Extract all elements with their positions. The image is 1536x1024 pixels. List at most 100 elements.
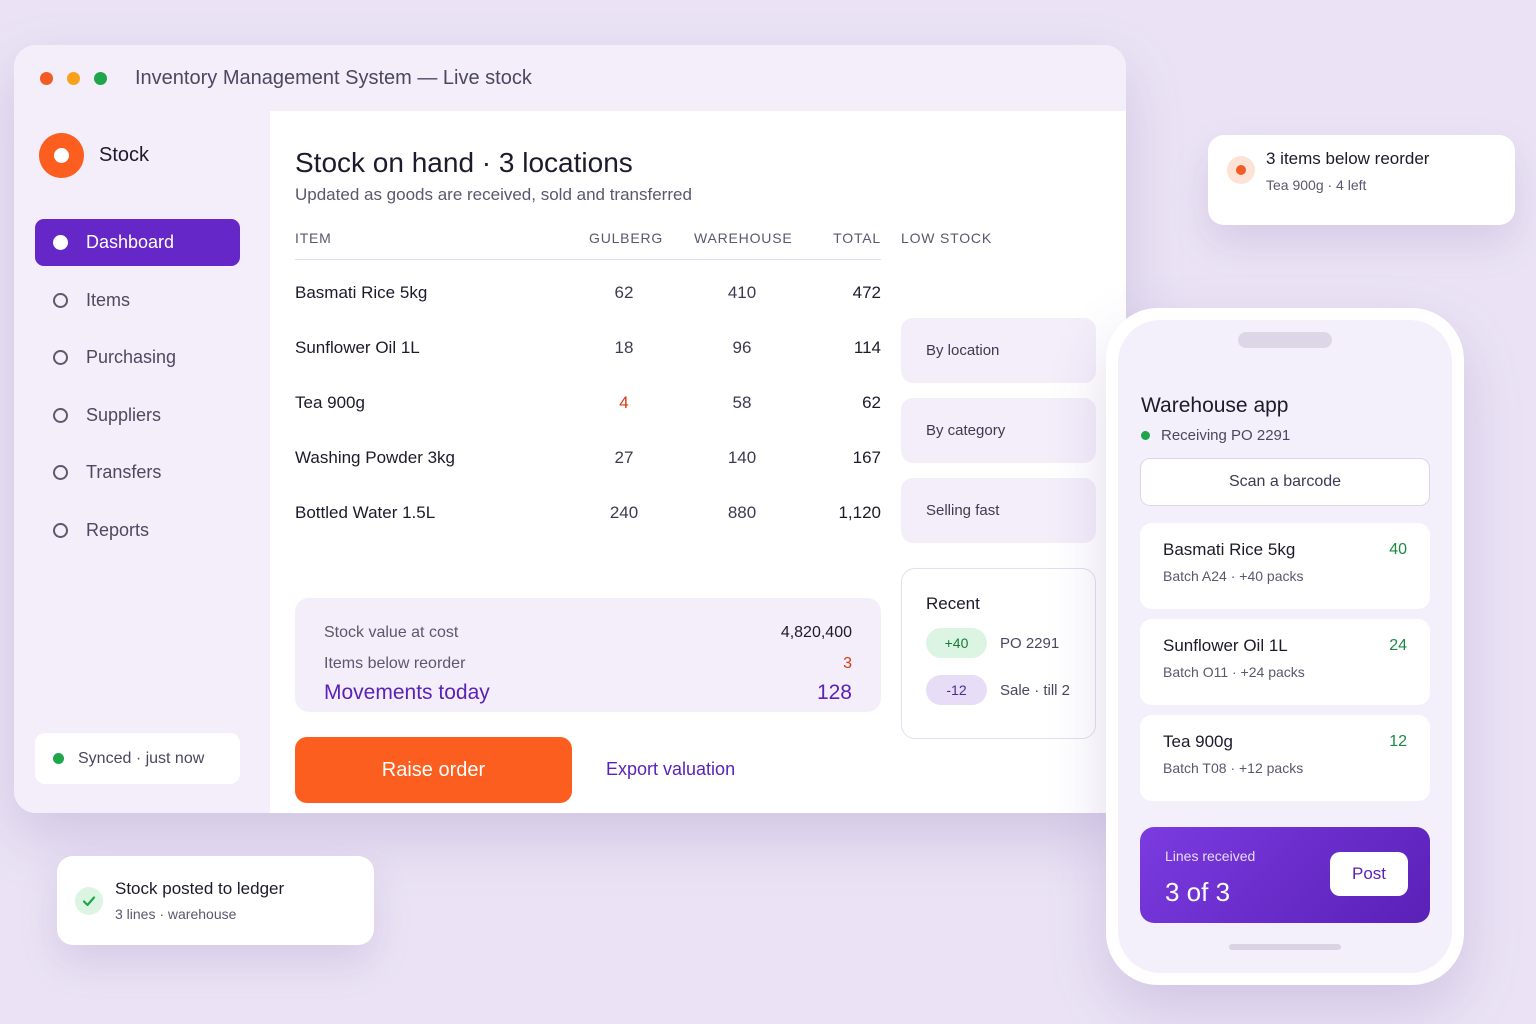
raise-order-button[interactable]: Raise order	[295, 737, 572, 803]
maximize-window-button[interactable]	[94, 71, 107, 85]
sidebar-item-label: Purchasing	[86, 347, 177, 367]
summary-value: 3	[843, 655, 852, 672]
column-header-total: TOTAL	[833, 230, 881, 246]
list-item[interactable]: Basmati Rice 5kg Batch A24 · +40 packs 4…	[1140, 523, 1430, 609]
nav-circle-icon	[53, 350, 68, 365]
post-button[interactable]: Post	[1330, 852, 1408, 896]
table-row[interactable]: Bottled Water 1.5L 240 880 1,120	[295, 487, 881, 542]
minimize-window-button[interactable]	[67, 71, 80, 85]
sync-status-text: Synced · just now	[78, 749, 205, 767]
brand: Stock	[39, 133, 149, 178]
sidebar-item-label: Reports	[86, 519, 150, 540]
table-row[interactable]: Washing Powder 3kg 27 140 167	[295, 432, 881, 487]
summary-movements: Movements today 128	[324, 681, 852, 705]
close-window-button[interactable]	[40, 71, 53, 85]
qty-warehouse: 58	[732, 393, 752, 412]
sidebar-item-suppliers[interactable]: Suppliers	[35, 392, 240, 439]
sidebar-item-transfers[interactable]: Transfers	[35, 449, 240, 496]
delta-badge: +40	[926, 628, 987, 658]
nav-dot-icon	[53, 235, 68, 250]
page-subtitle: Updated as goods are received, sold and …	[295, 185, 692, 204]
main-content: Stock on hand · 3 locations Updated as g…	[270, 111, 1126, 813]
column-header-item: ITEM	[295, 230, 332, 246]
movement-text: PO 2291	[1000, 634, 1060, 652]
sidebar: Stock Dashboard Items Purchasing Supplie…	[14, 111, 270, 813]
phone-frame: Warehouse app Receiving PO 2291 Scan a b…	[1106, 308, 1464, 985]
qty-warehouse: 410	[727, 283, 757, 302]
sidebar-item-label: Items	[86, 289, 131, 310]
list-item[interactable]: +40 PO 2291	[926, 628, 1059, 658]
qty-warehouse: 96	[732, 338, 752, 357]
ledger-notification[interactable]: Stock posted to ledger 3 lines · warehou…	[57, 856, 374, 945]
notification-subtitle: 3 lines · warehouse	[115, 906, 237, 922]
delta-badge: -12	[926, 675, 987, 705]
check-icon	[75, 887, 103, 915]
notification-title: Stock posted to ledger	[115, 879, 285, 898]
stock-summary: Stock value at cost 4,820,400 Items belo…	[295, 598, 881, 712]
filter-by-category[interactable]: By category	[901, 398, 1096, 463]
sidebar-item-label: Transfers	[86, 462, 162, 482]
recent-title: Recent	[926, 594, 980, 613]
lines-received-panel: Lines received 3 of 3 Post	[1140, 827, 1430, 923]
receiving-status-text: Receiving PO 2291	[1161, 427, 1291, 444]
app-window: Inventory Management System — Live stock…	[14, 45, 1126, 813]
table-header: ITEM GULBERG WAREHOUSE TOTAL	[295, 228, 881, 260]
card-batch-detail: Batch A24 · +40 packs	[1163, 568, 1304, 584]
scan-barcode-button[interactable]: Scan a barcode	[1140, 458, 1430, 506]
qty-total: 472	[852, 283, 881, 302]
sidebar-item-label: Dashboard	[86, 232, 175, 252]
qty-gulberg: 27	[614, 448, 634, 467]
list-item[interactable]: -12 Sale · till 2	[926, 675, 1070, 705]
status-dot-icon	[53, 753, 64, 764]
item-name: Sunflower Oil 1L	[295, 338, 420, 357]
qty-gulberg: 62	[614, 283, 634, 302]
movement-text: Sale · till 2	[1000, 681, 1071, 699]
sidebar-item-items[interactable]: Items	[35, 277, 240, 324]
qty-gulberg: 18	[614, 338, 634, 357]
sidebar-item-purchasing[interactable]: Purchasing	[35, 334, 240, 381]
qty-total: 114	[853, 338, 881, 357]
title-bar: Inventory Management System — Live stock	[14, 45, 1126, 111]
table-row[interactable]: Tea 900g 4 58 62	[295, 377, 881, 432]
export-valuation-link[interactable]: Export valuation	[606, 759, 736, 779]
card-batch-detail: Batch T08 · +12 packs	[1163, 760, 1304, 776]
nav-circle-icon	[53, 465, 68, 480]
card-qty: 40	[1389, 541, 1407, 558]
item-name: Basmati Rice 5kg	[295, 283, 428, 302]
card-qty: 12	[1389, 733, 1407, 750]
sidebar-item-reports[interactable]: Reports	[35, 507, 240, 554]
brand-logo-icon	[39, 133, 84, 178]
qty-gulberg: 240	[609, 503, 639, 522]
alert-dot-icon	[1227, 156, 1255, 184]
phone-screen: Warehouse app Receiving PO 2291 Scan a b…	[1118, 320, 1452, 973]
qty-gulberg-low: 4	[619, 393, 629, 412]
list-item[interactable]: Sunflower Oil 1L Batch O11 · +24 packs 2…	[1140, 619, 1430, 705]
sidebar-item-dashboard[interactable]: Dashboard	[35, 219, 240, 266]
summary-value: 128	[816, 681, 852, 704]
home-indicator[interactable]	[1229, 944, 1341, 950]
card-item-name: Sunflower Oil 1L	[1163, 636, 1288, 655]
qty-warehouse: 140	[727, 448, 757, 467]
notification-subtitle: Tea 900g · 4 left	[1266, 177, 1367, 193]
sidebar-nav: Dashboard Items Purchasing Suppliers Tra…	[35, 219, 240, 564]
filter-by-location[interactable]: By location	[901, 318, 1096, 383]
summary-below-reorder: Items below reorder 3	[324, 655, 852, 673]
table-row[interactable]: Sunflower Oil 1L 18 96 114	[295, 322, 881, 377]
item-name: Bottled Water 1.5L	[295, 503, 436, 522]
nav-circle-icon	[53, 407, 68, 423]
sync-status: Synced · just now	[35, 733, 240, 784]
qty-warehouse: 880	[727, 503, 757, 522]
reorder-notification[interactable]: 3 items below reorder Tea 900g · 4 left	[1208, 135, 1515, 225]
card-item-name: Basmati Rice 5kg	[1163, 540, 1296, 559]
table-row[interactable]: Basmati Rice 5kg 62 410 472	[295, 267, 881, 322]
list-item[interactable]: Tea 900g Batch T08 · +12 packs 12	[1140, 715, 1430, 801]
receiving-status: Receiving PO 2291	[1141, 427, 1290, 444]
sidebar-item-label: Suppliers	[86, 404, 162, 425]
window-title: Inventory Management System — Live stock	[135, 66, 532, 89]
card-qty: 24	[1389, 637, 1407, 654]
page-title: Stock on hand · 3 locations	[295, 147, 633, 178]
filter-selling-fast[interactable]: Selling fast	[901, 478, 1096, 543]
nav-circle-icon	[53, 522, 68, 538]
lines-received-label: Lines received	[1165, 848, 1256, 864]
column-header-warehouse: WAREHOUSE	[694, 230, 793, 246]
